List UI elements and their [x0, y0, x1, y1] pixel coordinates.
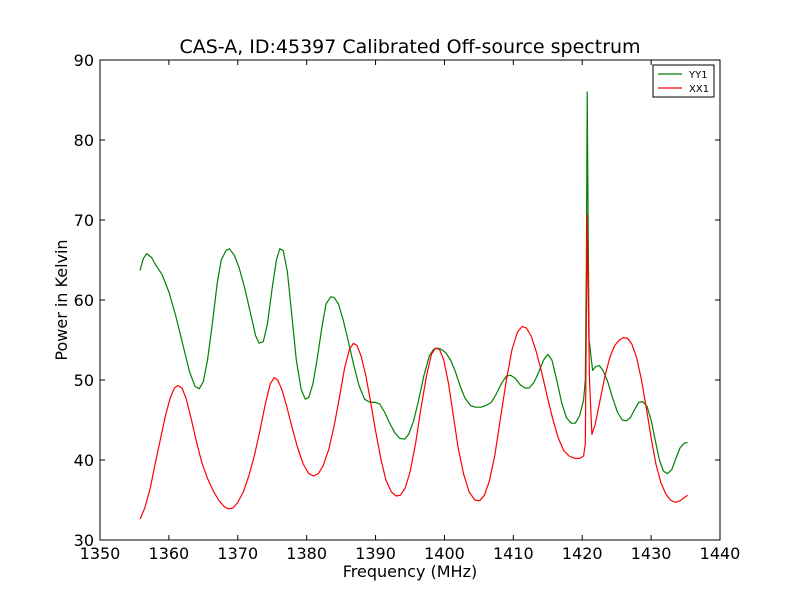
y-tick-label: 40 [74, 451, 94, 470]
chart-title: CAS-A, ID:45397 Calibrated Off-source sp… [179, 36, 640, 58]
x-tick-label: 1390 [355, 544, 396, 563]
y-axis-label: Power in Kelvin [52, 239, 71, 360]
x-tick-label: 1370 [217, 544, 258, 563]
plot-area: 1350 1360 1370 1380 1390 1400 1410 1420 1430 1440… [74, 51, 741, 563]
x-ticks: 1350 1360 1370 1380 1390 1400 1410 1420 1430 1440 [80, 60, 741, 563]
plot-frame [99, 59, 721, 541]
x-axis-label: Frequency (MHz) [343, 562, 477, 581]
y-tick-label: 30 [74, 531, 94, 550]
x-tick-label: 1360 [149, 544, 190, 563]
series-line-xx1 [139, 214, 688, 520]
x-tick-label: 1350 [80, 544, 121, 563]
x-tick-label: 1420 [562, 544, 603, 563]
x-tick-label: 1410 [493, 544, 534, 563]
y-tick-label: 50 [74, 371, 94, 390]
plot-background [100, 60, 720, 540]
y-tick-label: 80 [74, 131, 94, 150]
x-tick-label: 1440 [700, 544, 741, 563]
y-tick-label: 70 [74, 211, 94, 230]
series-line-yy1 [139, 91, 688, 475]
x-tick-label: 1400 [424, 544, 465, 563]
legend-label-yy1: YY1 [688, 70, 708, 81]
x-tick-label: 1380 [286, 544, 327, 563]
y-ticks: 30 40 50 60 70 80 90 [74, 51, 720, 550]
series-lines [139, 91, 688, 520]
y-tick-label: 60 [74, 291, 94, 310]
legend-box [652, 64, 715, 98]
legend-label-xx1: XX1 [689, 84, 709, 95]
x-tick-label: 1430 [631, 544, 672, 563]
y-tick-label: 90 [74, 51, 94, 70]
